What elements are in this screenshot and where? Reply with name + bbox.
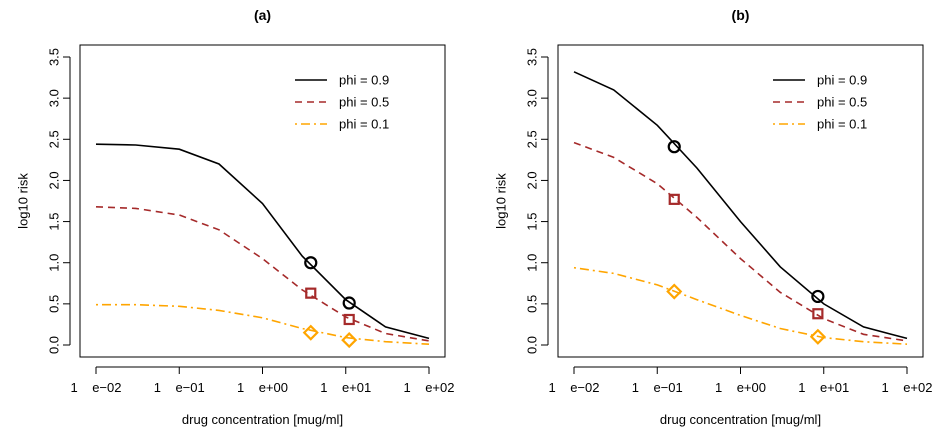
chart-2-series-2-marker — [668, 193, 680, 205]
chart-2-y-tick-label: 1.0 — [525, 254, 540, 272]
chart-2-x-tick-label: 1 e+01 — [798, 380, 849, 395]
chart-1-x-axis-label: drug concentration [mug/ml] — [182, 412, 343, 427]
chart-1-title: (a) — [254, 7, 271, 23]
chart-1-x-tick-label: 1 e−01 — [154, 380, 205, 395]
chart-2-series-3-marker — [809, 328, 826, 345]
chart-1-y-tick-label: 0.5 — [47, 295, 62, 313]
chart-2-series-2-line — [573, 141, 908, 342]
chart-1-y-tick-label: 0.0 — [47, 336, 62, 354]
chart-1-x-tick-label: 1 e+02 — [404, 380, 455, 395]
chart-2-series-1-line — [573, 71, 908, 340]
chart-1-series-3-marker — [341, 332, 358, 349]
chart-2-y-tick-label: 1.5 — [525, 213, 540, 231]
chart-2-series-3-marker — [666, 283, 683, 300]
chart-2-panel: (b) 1 e−02 1 e−01 1 e+00 1 e+01 1 e+02 drug co… — [494, 7, 933, 427]
chart-2-x-tick-label: 1 e−01 — [632, 380, 683, 395]
chart-1-legend-label: phi = 0.1 — [339, 117, 389, 132]
chart-2-x-tick-label: 1 e+02 — [882, 380, 933, 395]
chart-1-series-3-marker — [302, 324, 319, 341]
chart-1-x-tick-label: 1 e+00 — [237, 380, 288, 395]
chart-1-y-tick-label: 2.0 — [47, 171, 62, 189]
chart-2-series-2-marker — [812, 308, 824, 320]
chart-1-y-axis-label: log10 risk — [16, 173, 31, 229]
chart-2-y-tick-label: 3.0 — [525, 89, 540, 107]
chart-2-legend-label: phi = 0.5 — [817, 95, 867, 110]
chart-2-y-tick-label: 2.5 — [525, 130, 540, 148]
chart-2-x-tick-label: 1 e+00 — [715, 380, 766, 395]
chart-1-series-2-line — [95, 206, 430, 342]
chart-1-y-tick-label: 3.0 — [47, 89, 62, 107]
chart-1-legend-label: phi = 0.9 — [339, 73, 389, 88]
chart-1-series-2-marker — [305, 287, 317, 299]
chart-1-x-tick-label: 1 e+01 — [320, 380, 371, 395]
chart-1-y-tick-label: 3.5 — [47, 48, 62, 66]
chart-1-series-1-line — [95, 143, 430, 340]
chart-2-y-tick-label: 3.5 — [525, 48, 540, 66]
chart-2-x-axis-label: drug concentration [mug/ml] — [660, 412, 821, 427]
chart-1-y-tick-label: 1.5 — [47, 213, 62, 231]
chart-2-y-axis-label: log10 risk — [494, 173, 509, 229]
chart-2-legend-label: phi = 0.9 — [817, 73, 867, 88]
chart-2-plot-frame — [557, 44, 924, 358]
chart-2-series-3-line — [573, 266, 908, 345]
chart-1-panel: (a) 1 e−02 1 e−01 1 e+00 1 e+01 1 e+02 drug co… — [16, 7, 455, 427]
chart-1-x-tick-label: 1 e−02 — [71, 380, 122, 395]
chart-2-y-tick-label: 0.0 — [525, 336, 540, 354]
chart-1-series-1-marker — [304, 256, 318, 270]
chart-2-series-1-marker — [811, 289, 825, 304]
chart-1-series-2-marker — [343, 313, 355, 326]
chart-1-series-1-marker — [342, 296, 356, 310]
chart-2-y-tick-label: 0.5 — [525, 295, 540, 313]
chart-2-x-tick-label: 1 e−02 — [549, 380, 600, 395]
chart-1-series-3-line — [96, 303, 430, 345]
chart-1-legend-label: phi = 0.5 — [339, 95, 389, 110]
chart-1-plot-frame — [79, 44, 446, 358]
chart-2-y-tick-label: 2.0 — [525, 171, 540, 189]
chart-2-legend-label: phi = 0.1 — [817, 117, 867, 132]
chart-1-y-tick-label: 2.5 — [47, 130, 62, 148]
chart-2-title: (b) — [732, 7, 750, 23]
chart-1-y-tick-label: 1.0 — [47, 254, 62, 272]
chart-2-series-1-marker — [667, 140, 681, 154]
